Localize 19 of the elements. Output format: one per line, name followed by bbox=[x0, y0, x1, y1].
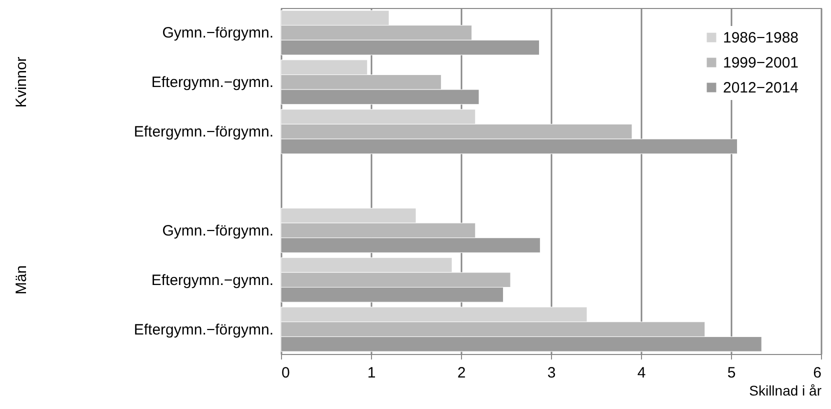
legend-label: 2012−2014 bbox=[723, 80, 798, 96]
x-axis-title: Skillnad i år bbox=[749, 382, 822, 398]
legend-label: 1999−2001 bbox=[723, 54, 798, 72]
x-tick-label: 5 bbox=[727, 364, 736, 382]
text: Män bbox=[13, 265, 30, 294]
y-tick-label: Eftergymn.−förgymn. bbox=[134, 124, 274, 141]
y-tick-label: Eftergymn.−gymn. bbox=[151, 272, 274, 289]
x-tick-label: 2 bbox=[457, 364, 466, 382]
y-tick-label: Gymn.−förgymn. bbox=[162, 222, 274, 240]
x-tick-label: 0 bbox=[282, 364, 290, 382]
y-tick-label: Gymn.−förgymn. bbox=[162, 24, 274, 42]
y-tick-label: Eftergymn.−förgymn. bbox=[134, 321, 274, 338]
y-tick-label: Eftergymn.−gymn. bbox=[151, 74, 274, 92]
legend-label: 1986−1988 bbox=[723, 30, 798, 46]
text: Kvinnor bbox=[13, 56, 30, 108]
x-tick-label: 3 bbox=[547, 364, 556, 382]
x-tick-label: 4 bbox=[637, 364, 646, 382]
x-tick-label: 6 bbox=[813, 364, 822, 382]
x-tick-label: 1 bbox=[367, 364, 376, 382]
